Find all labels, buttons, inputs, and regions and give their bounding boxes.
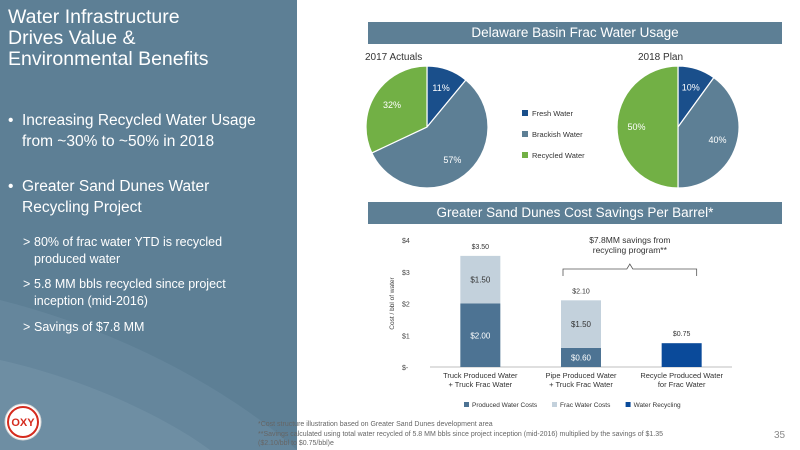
bar-chart-legend: Produced Water Costs Frac Water Costs Wate…	[464, 402, 681, 409]
x-category-label: + Truck Frac Water	[448, 380, 512, 389]
savings-annotation-text: $7.8MM savings from	[589, 235, 670, 245]
bullet-text-line: Recycling Project	[22, 199, 142, 216]
slide-title-line: Water Infrastructure	[8, 6, 180, 28]
sub-bullet-text-line: 5.8 MM bbls recycled since project	[34, 277, 226, 291]
sidebar-curve-decoration	[0, 300, 297, 450]
sub-bullet-savings: > Savings of $7.8 MM	[23, 319, 283, 336]
bar-value-label: $0.60	[571, 353, 592, 362]
pie-2017-slice-recycled-water	[365, 65, 428, 154]
bar-chart-bars	[460, 255, 702, 367]
bullet-marker: •	[8, 112, 14, 129]
x-category-label: + Truck Frac Water	[549, 380, 613, 389]
x-category-label: Pipe Produced Water	[545, 371, 617, 380]
banner-frac-water-usage: Delaware Basin Frac Water Usage	[368, 22, 782, 44]
pie-2018-slice-brackish-water	[677, 76, 740, 189]
pie-2017-value-label: 57%	[443, 155, 461, 165]
bullet-marker: •	[8, 178, 14, 195]
bullet-recycled-usage: • Increasing Recycled Water Usage from ~…	[8, 110, 288, 152]
y-tick-label: $1	[402, 333, 410, 340]
bullet-sand-dunes: • Greater Sand Dunes Water Recycling Pro…	[8, 176, 288, 218]
bar-legend-label: Produced Water Costs	[472, 402, 538, 409]
bar-value-label: $1.50	[571, 320, 592, 329]
slide-title-line: Drives Value &	[8, 27, 136, 49]
pie-legend: Fresh Water Brackish Water Recycled Water	[522, 109, 585, 160]
y-axis-label: Cost / bbl of water	[389, 276, 396, 329]
sub-bullet-text-line: produced water	[34, 252, 121, 266]
bullet-text-line: Increasing Recycled Water Usage	[22, 112, 256, 129]
bar-value-label: $1.50	[470, 276, 491, 285]
savings-annotation-text: recycling program**	[593, 245, 668, 255]
legend-swatch	[522, 152, 528, 158]
bar-water-recycling	[661, 343, 702, 367]
sub-bullet-marker: >	[23, 277, 31, 291]
pie-charts: 2017 Actuals 2018 Plan 11% 57% 32% 10% 40% 5…	[365, 52, 740, 189]
slide-title: Water Infrastructure Drives Value & Envi…	[8, 7, 278, 70]
pie-2017: 11% 57% 32%	[365, 65, 489, 189]
savings-bracket	[562, 263, 698, 276]
pie-2018-value-label: 10%	[682, 83, 700, 93]
y-tick-label: $4	[402, 238, 410, 245]
x-category-label: Recycle Produced Water	[640, 371, 723, 380]
bar-total-label: $0.75	[673, 331, 691, 338]
pie-2017-value-label: 11%	[432, 83, 449, 93]
legend-label: Brackish Water	[532, 130, 583, 139]
slide-title-line: Environmental Benefits	[8, 48, 209, 70]
bar-total-label: $3.50	[472, 244, 490, 251]
bar-value-label: $2.00	[470, 331, 491, 340]
pie-2018-value-label: 40%	[708, 135, 726, 145]
sub-bullet-text-line: 80% of frac water YTD is recycled	[34, 235, 223, 249]
cost-bar-chart: $- $1 $2 $3 $4 Cost / bbl of water $2.00 $1.50…	[389, 235, 732, 409]
page-number: 35	[774, 430, 786, 441]
pie-2017-slice-brackish-water	[371, 79, 489, 189]
logo-text: OXY	[11, 417, 35, 429]
footnotes: *Cost structure illustration based on Gr…	[258, 420, 758, 449]
y-tick-label: $-	[402, 365, 409, 372]
pie-2017-title: 2017 Actuals	[365, 52, 422, 63]
banner-cost-savings: Greater Sand Dunes Cost Savings Per Barr…	[368, 202, 782, 224]
pie-2017-value-label: 32%	[383, 100, 401, 110]
bar-legend-swatch	[464, 402, 469, 407]
pie-2018-slice-recycled-water	[616, 65, 679, 189]
pie-2018: 10% 40% 50%	[616, 65, 740, 189]
sub-bullet-bbls-recycled: > 5.8 MM bbls recycled since project inc…	[23, 276, 283, 310]
oxy-logo-icon: OXY	[4, 403, 42, 441]
sidebar-panel: Water Infrastructure Drives Value & Envi…	[0, 0, 297, 450]
bar-legend-swatch	[625, 402, 631, 407]
footnote-line: *Cost structure illustration based on Gr…	[258, 421, 493, 428]
bar-legend-label: Frac Water Costs	[560, 402, 611, 409]
y-tick-label: $3	[402, 270, 410, 277]
footnote-line: **Savings calculated using total water r…	[258, 430, 664, 438]
y-tick-label: $2	[402, 302, 410, 309]
sub-bullet-text-line: inception (mid-2016)	[34, 294, 148, 308]
x-category-label: for Frac Water	[658, 380, 706, 389]
pie-2018-value-label: 50%	[628, 122, 646, 132]
footnote-line: ($2.10/bbl to $0.75/bbl)e	[258, 440, 334, 447]
bar-total-label: $2.10	[572, 288, 590, 295]
bullet-text-line: from ~30% to ~50% in 2018	[22, 133, 215, 150]
bar-frac-water-costs	[460, 255, 501, 304]
pie-2018-title: 2018 Plan	[638, 52, 683, 63]
sub-bullet-frac-water: > 80% of frac water YTD is recycled prod…	[23, 234, 283, 268]
bar-legend-label: Water Recycling	[634, 402, 681, 409]
legend-swatch	[522, 110, 528, 116]
sub-bullet-marker: >	[23, 320, 31, 334]
legend-swatch	[522, 131, 528, 137]
sub-bullet-text-line: Savings of $7.8 MM	[34, 320, 145, 334]
legend-label: Fresh Water	[532, 109, 573, 118]
bar-frac-water-costs	[561, 300, 601, 348]
x-category-label: Truck Produced Water	[443, 371, 518, 380]
bar-produced-water-costs	[561, 347, 601, 367]
bar-legend-swatch	[552, 402, 557, 407]
legend-label: Recycled Water	[532, 151, 585, 160]
bullet-text-line: Greater Sand Dunes Water	[22, 178, 210, 195]
sub-bullet-marker: >	[23, 235, 31, 249]
bar-produced-water-costs	[460, 303, 501, 367]
